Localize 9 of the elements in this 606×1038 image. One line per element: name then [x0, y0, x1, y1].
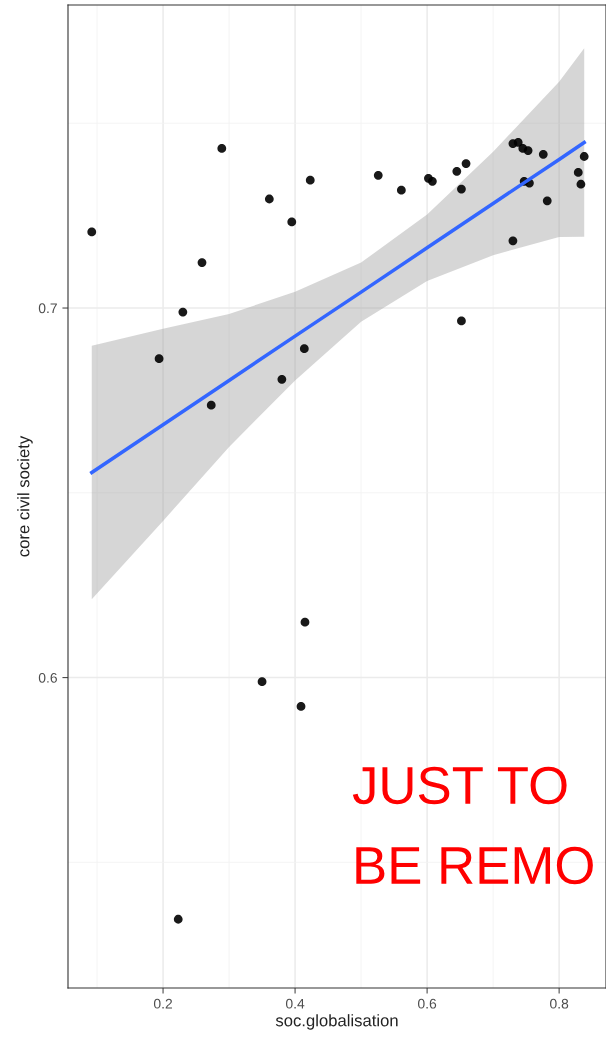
- x-tick-label: 0.8: [550, 998, 569, 1009]
- y-tick-label: 0.7: [38, 303, 57, 314]
- annotation: JUST TO: [352, 766, 567, 805]
- x-tick-label: 0.2: [153, 998, 173, 1009]
- x-axis-title: soc.globalisation: [275, 1014, 398, 1030]
- annotation: BE REMO: [356, 846, 593, 885]
- x-tick-label: 0.4: [285, 998, 305, 1009]
- x-tick-label: 0.6: [418, 998, 437, 1009]
- y-axis-title: core civil society: [17, 435, 33, 557]
